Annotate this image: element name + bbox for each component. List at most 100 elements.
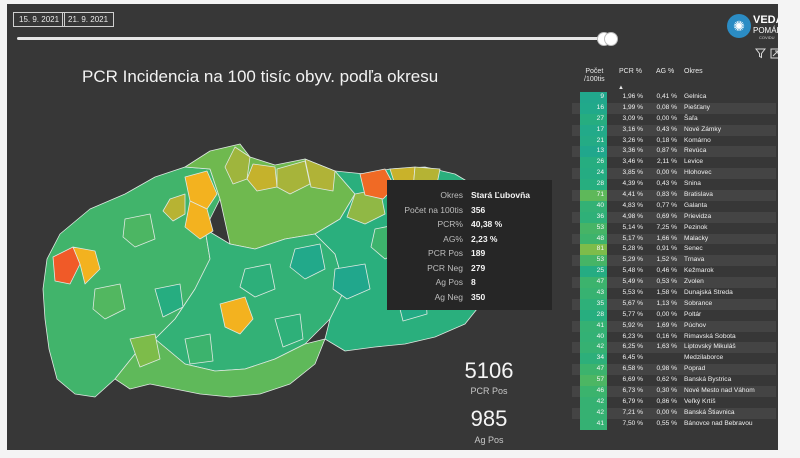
cell-okres: Nové Zámky	[684, 125, 722, 133]
cell-count: 42	[580, 396, 607, 408]
table-row[interactable]: 40 4,83 % 0,77 % Galanta	[572, 200, 776, 212]
cell-count: 57	[580, 375, 607, 387]
cell-count: 53	[580, 255, 607, 267]
table-row[interactable]: 46 6,73 % 0,30 % Nové Mesto nad Váhom	[572, 386, 776, 397]
table-row[interactable]: 41 5,92 % 1,69 % Púchov	[572, 320, 776, 332]
map-district-teal-4	[332, 263, 371, 300]
cell-count: 53	[580, 222, 607, 234]
tooltip-value: 40,38 %	[471, 219, 503, 229]
column-header-count[interactable]: Počet /100tis	[584, 68, 605, 84]
cell-ag: 0,00 %	[656, 169, 677, 177]
cell-okres: Revúca	[684, 147, 707, 155]
tooltip-value: 350	[471, 291, 486, 302]
cell-ag: 0,00 %	[656, 310, 677, 318]
cell-okres: Komárno	[684, 136, 711, 144]
cell-count: 28	[580, 179, 607, 191]
table-row[interactable]: 28 5,77 % 0,00 % Poltár	[572, 309, 776, 321]
tooltip-label: PCR Pos	[428, 248, 463, 258]
tooltip-row: Ag Neg 350	[395, 290, 544, 305]
table-row[interactable]: 25 5,48 % 0,46 % Kežmarok	[572, 266, 776, 278]
cell-ag: 0,18 %	[656, 136, 677, 144]
date-from-box[interactable]: 15. 9. 2021	[13, 12, 66, 27]
table-row[interactable]: 36 4,98 % 0,69 % Prievidza	[572, 211, 776, 223]
table-row[interactable]: 53 5,29 % 1,52 % Trnava	[572, 255, 776, 267]
cell-pcr: 5,14 %	[622, 223, 643, 231]
slider-handle-end[interactable]	[604, 32, 618, 46]
cell-okres: Banská Bystrica	[684, 376, 732, 384]
table-row[interactable]: 9 1,96 % 0,41 % Gelnica	[572, 92, 776, 103]
cell-okres: Malacky	[684, 234, 709, 242]
cell-count: 28	[580, 309, 607, 321]
map-district-olive-3	[276, 160, 311, 195]
table-row[interactable]: 71 4,41 % 0,83 % Bratislava	[572, 190, 776, 201]
map-tooltip: Okres Stará Ľubovňa Počet na 100tis 356 PC…	[387, 180, 552, 310]
cell-pcr: 6,69 %	[622, 376, 643, 384]
table-row[interactable]: 41 7,50 % 0,55 % Bánovce nad Bebravou	[572, 418, 776, 430]
table-row[interactable]: 47 6,58 % 0,98 % Poprad	[572, 364, 776, 376]
expand-icon[interactable]	[770, 48, 778, 62]
cell-okres: Liptovský Mikuláš	[684, 343, 736, 351]
map-district-yellow-3	[219, 296, 254, 335]
cell-ag: 1,69 %	[656, 321, 677, 329]
table-row[interactable]: 17 3,16 % 0,43 % Nové Zámky	[572, 124, 776, 136]
cell-ag: 0,43 %	[656, 180, 677, 188]
table-row[interactable]: 24 3,85 % 0,00 % Hlohovec	[572, 168, 776, 180]
table-header: Počet /100tis PCR % AG % Okres ▲	[572, 66, 776, 92]
table-row[interactable]: 13 3,36 % 0,87 % Revúca	[572, 146, 776, 158]
map-district-yellow-4	[72, 246, 101, 285]
cell-pcr: 3,85 %	[622, 169, 643, 177]
column-header-ag[interactable]: AG %	[656, 68, 675, 75]
cell-count: 26	[580, 157, 607, 169]
cell-ag: 0,46 %	[656, 267, 677, 275]
page-title: PCR Incidencia na 100 tisíc obyv. podľa …	[82, 67, 439, 86]
table-row[interactable]: 57 6,69 % 0,62 % Banská Bystrica	[572, 375, 776, 387]
cell-ag: 0,98 %	[656, 365, 677, 373]
table-row[interactable]: 42 6,25 % 1,63 % Liptovský Mikuláš	[572, 342, 776, 354]
table-row[interactable]: 42 6,79 % 0,86 % Veľký Krtíš	[572, 396, 776, 408]
column-header-pcr[interactable]: PCR %	[619, 68, 642, 75]
cell-pcr: 4,98 %	[622, 212, 643, 220]
map-district-olive-5	[304, 158, 336, 192]
cell-count: 27	[580, 113, 607, 125]
cell-count: 47	[580, 364, 607, 376]
table-row[interactable]: 40 6,23 % 0,16 % Rimavská Sobota	[572, 331, 776, 343]
cell-ag: 0,87 %	[656, 147, 677, 155]
table-row[interactable]: 53 5,14 % 7,25 % Pezinok	[572, 222, 776, 234]
table-row[interactable]: 47 5,49 % 0,53 % Zvolen	[572, 277, 776, 289]
column-header-okres[interactable]: Okres	[684, 68, 703, 75]
table-row[interactable]: 16 1,99 % 0,08 % Piešťany	[572, 102, 776, 114]
cell-ag: 0,00 %	[656, 408, 677, 416]
cell-okres: Bánovce nad Bebravou	[684, 419, 753, 427]
cell-count: 47	[580, 277, 607, 289]
cell-ag: 0,53 %	[656, 278, 677, 286]
veda-pomaha-logo: ✺ VEDA POMÁHA COVIDU	[727, 12, 778, 42]
tooltip-label: PCR Neg	[427, 262, 463, 273]
cell-count: 43	[580, 288, 607, 299]
cell-okres: Banská Štiavnica	[684, 408, 735, 416]
table-row[interactable]: 26 3,46 % 2,11 % Levice	[572, 157, 776, 169]
table-row[interactable]: 81 5,28 % 0,91 % Senec	[572, 244, 776, 256]
table-row[interactable]: 48 5,17 % 1,66 % Malacky	[572, 233, 776, 245]
date-to-box[interactable]: 21. 9. 2021	[62, 12, 115, 27]
map-district-green-4	[129, 333, 161, 368]
cell-okres: Poltár	[684, 310, 702, 318]
table-row[interactable]: 21 3,26 % 0,18 % Komárno	[572, 135, 776, 147]
table-row[interactable]: 34 6,45 % Medzilaborce	[572, 353, 776, 365]
map-district-teal-1	[289, 243, 326, 280]
cell-count: 25	[580, 266, 607, 278]
table-row[interactable]: 27 3,09 % 0,00 % Šaľa	[572, 113, 776, 125]
cell-pcr: 5,67 %	[622, 299, 643, 307]
date-range-slider[interactable]	[17, 37, 607, 40]
cell-okres: Pezinok	[684, 223, 708, 231]
tooltip-label: Počet na 100tis	[404, 204, 463, 215]
table-row[interactable]: 28 4,39 % 0,43 % Snina	[572, 179, 776, 191]
table-row[interactable]: 35 5,67 % 1,13 % Sobrance	[572, 298, 776, 310]
table-row[interactable]: 43 5,53 % 1,58 % Dunajská Streda	[572, 288, 776, 299]
cell-pcr: 1,96 %	[622, 93, 643, 100]
map-district-olive-1	[224, 146, 251, 185]
cell-pcr: 6,79 %	[622, 397, 643, 405]
cell-ag: 0,00 %	[656, 114, 677, 122]
table-row[interactable]: 42 7,21 % 0,00 % Banská Štiavnica	[572, 407, 776, 419]
filter-icon[interactable]	[754, 48, 767, 62]
